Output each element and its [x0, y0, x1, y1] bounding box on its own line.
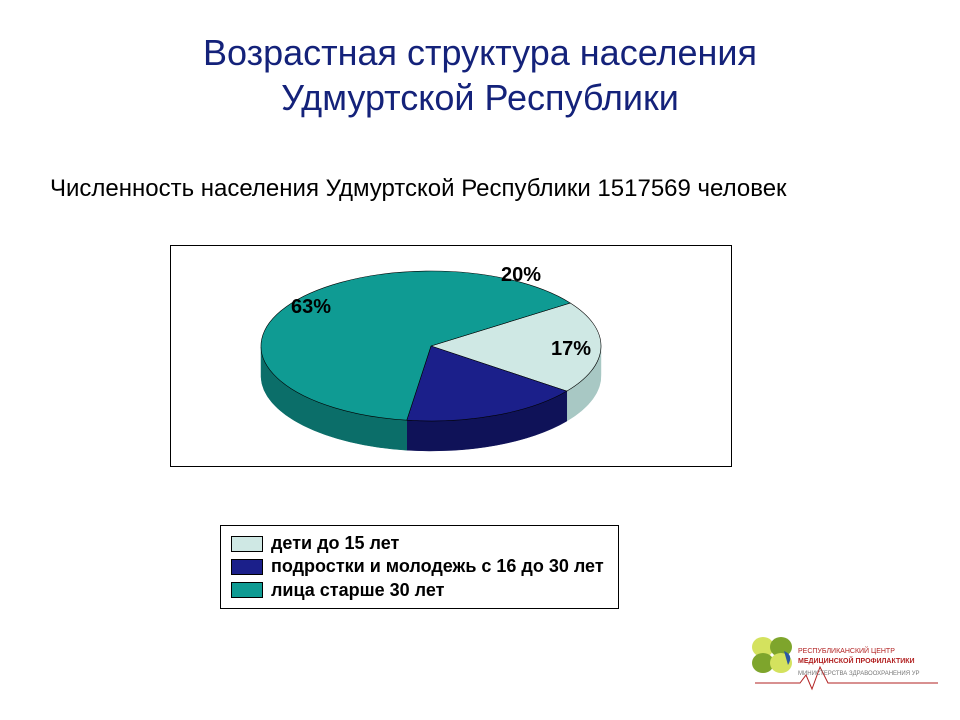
legend-item-1: подростки и молодежь с 16 до 30 лет: [231, 555, 604, 578]
legend-swatch-2: [231, 582, 263, 598]
legend: дети до 15 лет подростки и молодежь с 16…: [220, 525, 619, 609]
logo-icon: РЕСПУБЛИКАНСКИЙ ЦЕНТР МЕДИЦИНСКОЙ ПРОФИЛ…: [750, 627, 940, 697]
pie-chart-frame: 20% 17% 63%: [170, 245, 732, 467]
title-line-2: Удмуртской Республики: [281, 77, 679, 118]
legend-item-2: лица старше 30 лет: [231, 579, 604, 602]
page-title: Возрастная структура населения Удмуртско…: [0, 30, 960, 120]
pie-chart: [171, 246, 731, 466]
logo-text-2: МЕДИЦИНСКОЙ ПРОФИЛАКТИКИ: [798, 656, 915, 665]
slice-label-0: 20%: [501, 264, 541, 287]
legend-swatch-1: [231, 559, 263, 575]
slide: Возрастная структура населения Удмуртско…: [0, 0, 960, 720]
legend-swatch-0: [231, 536, 263, 552]
logo-text-1: РЕСПУБЛИКАНСКИЙ ЦЕНТР: [798, 646, 895, 655]
legend-label-0: дети до 15 лет: [271, 532, 399, 555]
legend-label-2: лица старше 30 лет: [271, 579, 444, 602]
title-line-1: Возрастная структура населения: [203, 32, 757, 73]
legend-label-1: подростки и молодежь с 16 до 30 лет: [271, 555, 604, 578]
organization-logo: РЕСПУБЛИКАНСКИЙ ЦЕНТР МЕДИЦИНСКОЙ ПРОФИЛ…: [750, 627, 940, 702]
logo-text-3: МИНИСТЕРСТВА ЗДРАВООХРАНЕНИЯ УР: [798, 671, 920, 677]
slice-label-2: 63%: [291, 296, 331, 319]
legend-item-0: дети до 15 лет: [231, 532, 604, 555]
slice-label-1: 17%: [551, 338, 591, 361]
subtitle: Численность населения Удмуртской Республ…: [50, 175, 910, 203]
